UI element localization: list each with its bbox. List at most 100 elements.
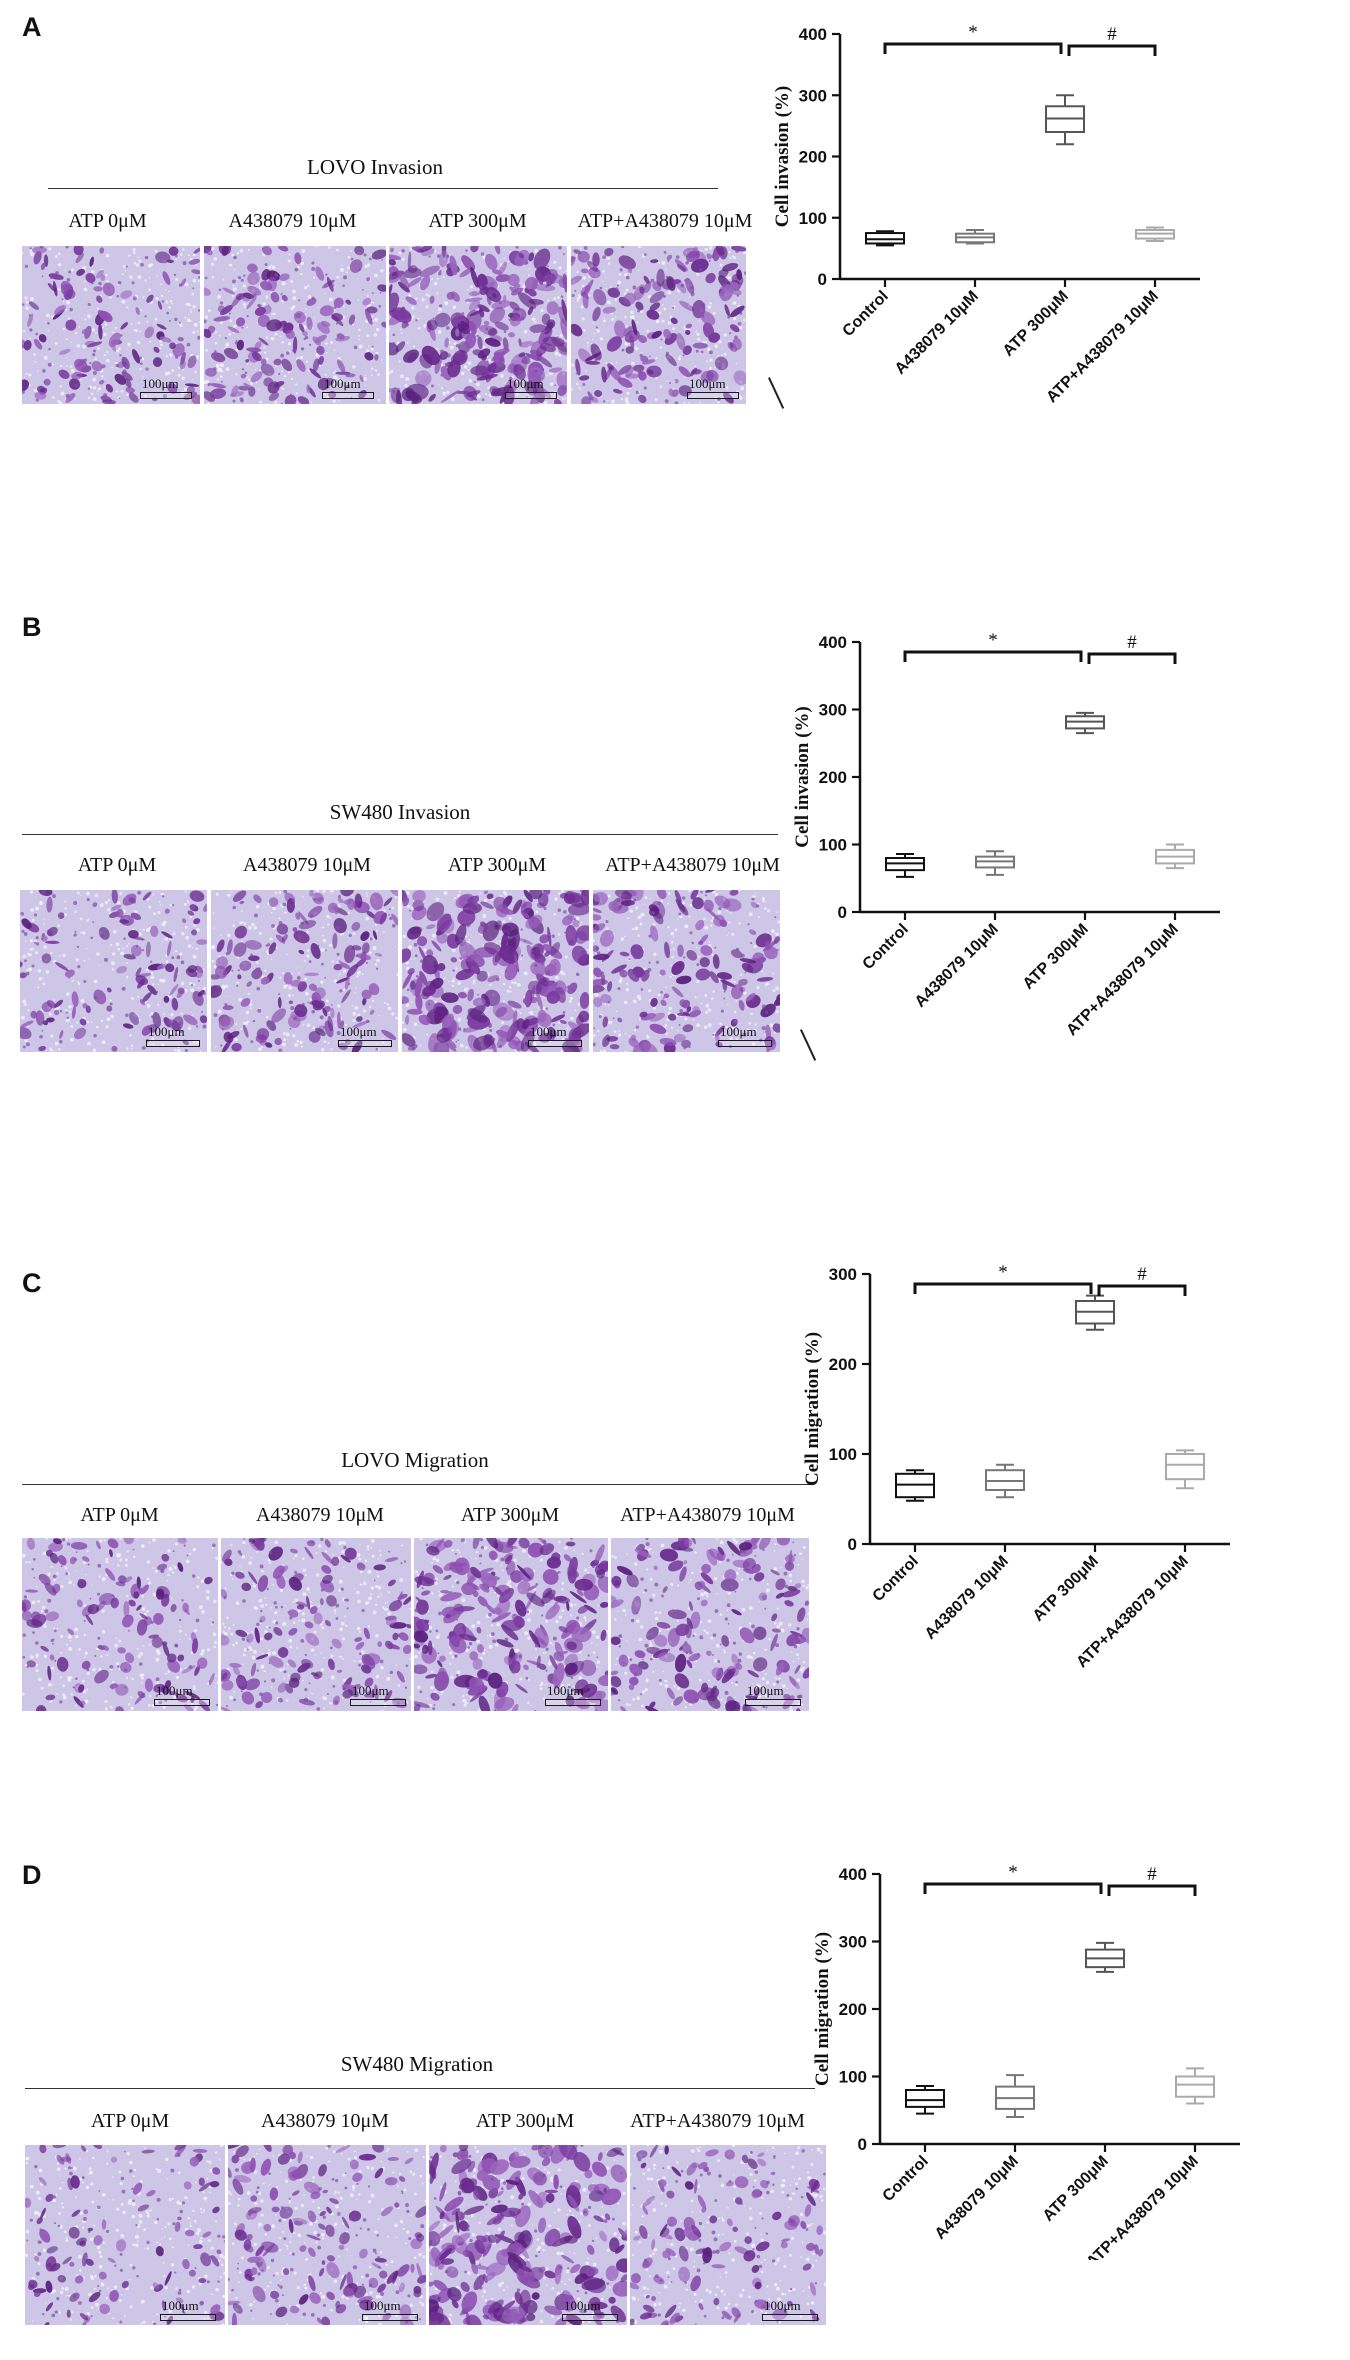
y-tick-label: 200 — [799, 148, 827, 167]
x-tick-label: ATP 300μM — [1000, 288, 1072, 360]
condition-label-1: ATP 0μM — [90, 2110, 170, 2132]
condition-label-2: A438079 10μM — [243, 854, 371, 876]
box-iqr — [905, 2089, 945, 2108]
micrograph-texture — [593, 890, 780, 1052]
box-2 — [995, 2074, 1035, 2118]
condition-label-1: ATP 0μM — [80, 1504, 159, 1526]
y-tick-label: 300 — [819, 701, 847, 720]
significance-label: # — [1147, 1864, 1157, 1885]
scale-bar — [154, 1699, 210, 1706]
significance-bracket: * — [903, 630, 1083, 662]
panel-d: D SW480 Migration ATP 0μM A438079 10μM A… — [0, 1820, 1350, 2360]
box-iqr — [1165, 1453, 1205, 1481]
micrograph-1 — [22, 246, 200, 404]
box-iqr — [1175, 2075, 1215, 2098]
y-tick-label: 0 — [838, 903, 847, 922]
significance-bracket: # — [1107, 1864, 1197, 1896]
x-tick-label: Control — [840, 288, 892, 340]
y-tick-label: 0 — [858, 2135, 867, 2154]
scale-label: 100μm — [747, 1683, 784, 1698]
x-tick-label: A438079 10μM — [932, 2153, 1022, 2243]
panel-a: A LOVO Invasion ATP 0μM A438079 10μM ATP… — [0, 0, 1350, 560]
scale-label: 100μm — [564, 2298, 601, 2313]
micrograph-texture — [630, 2145, 826, 2325]
box-1 — [905, 2084, 945, 2115]
scale-label: 100μm — [547, 1683, 584, 1698]
scale-label: 100μm — [156, 1683, 193, 1698]
box-3 — [1085, 1941, 1125, 1973]
box-4 — [1135, 226, 1175, 243]
scale-label: 100μm — [148, 1024, 185, 1039]
box-1 — [885, 852, 925, 878]
scale-bar — [350, 1699, 406, 1706]
panel-b: B SW480 Invasion ATP 0μM A438079 10μM AT… — [0, 600, 1350, 1160]
box-1 — [865, 230, 905, 247]
significance-label: * — [1008, 1862, 1018, 1883]
x-tick-label: Control — [870, 1553, 922, 1605]
scale-bar — [140, 392, 192, 399]
scale-label: 100μm — [162, 2298, 199, 2313]
y-tick-label: 200 — [829, 1355, 857, 1374]
box-plot-b: 0 100 200 300 400 Cell invasion (%) Control A43… — [792, 630, 1220, 1039]
significance-bracket: * — [923, 1862, 1103, 1894]
micrograph-2 — [204, 246, 386, 404]
panel-letter: D — [22, 1860, 42, 1890]
significance-label: * — [998, 1262, 1008, 1283]
scale-bar — [687, 392, 739, 399]
condition-label-3: ATP 300μM — [475, 2110, 575, 2132]
y-axis-label: Cell migration (%) — [812, 1932, 833, 2086]
x-tick-label: A438079 10μM — [922, 1553, 1012, 1643]
scale-label: 100μm — [530, 1024, 567, 1039]
micrograph-4 — [571, 246, 746, 404]
micrograph-3 — [389, 246, 567, 404]
condition-label-4: ATP+A438079 10μM — [605, 854, 780, 876]
box-2 — [955, 229, 995, 245]
scale-bar — [562, 2314, 618, 2321]
box-3 — [1075, 1294, 1115, 1331]
y-tick-label: 300 — [839, 1933, 867, 1952]
micrograph-texture — [402, 890, 589, 1052]
image-panel-title: SW480 Migration — [340, 2052, 494, 2076]
box-1 — [895, 1469, 935, 1502]
y-tick-label: 400 — [819, 633, 847, 652]
condition-label-2: A438079 10μM — [261, 2110, 389, 2132]
significance-label: * — [968, 22, 978, 43]
micrograph-texture — [429, 2145, 627, 2325]
micrograph-texture — [389, 246, 567, 404]
scale-label: 100μm — [720, 1024, 757, 1039]
y-tick-label: 200 — [839, 2000, 867, 2019]
box-4 — [1165, 1449, 1205, 1490]
box-4 — [1175, 2067, 1215, 2105]
scale-label: 100μm — [352, 1683, 389, 1698]
y-tick-label: 400 — [839, 1865, 867, 1884]
scale-label: 100μm — [764, 2298, 801, 2313]
y-tick-label: 200 — [819, 768, 847, 787]
micrograph-2 — [221, 1538, 411, 1711]
micrograph-texture — [25, 2145, 225, 2325]
scale-bar — [762, 2314, 818, 2321]
y-tick-label: 400 — [799, 25, 827, 44]
significance-label: # — [1137, 1264, 1147, 1285]
box-3 — [1065, 711, 1105, 735]
micrograph-texture — [221, 1538, 411, 1711]
title-rule — [48, 188, 718, 189]
box-plot-a: 0 100 200 300 400 Cell invasion (%) Control A43… — [772, 22, 1200, 406]
scale-bar — [146, 1040, 200, 1047]
micrograph-texture — [22, 246, 200, 404]
significance-label: # — [1107, 24, 1117, 45]
y-tick-label: 100 — [819, 836, 847, 855]
scale-bar — [505, 392, 557, 399]
box-4 — [1155, 843, 1195, 870]
micrograph-texture — [571, 246, 746, 404]
scale-label: 100μm — [507, 376, 544, 391]
y-tick-label: 300 — [799, 86, 827, 105]
micrograph-1 — [25, 2145, 225, 2325]
y-tick-label: 300 — [829, 1265, 857, 1284]
condition-label-4: ATP+A438079 10μM — [577, 210, 753, 232]
image-panel-title: LOVO Invasion — [307, 155, 443, 179]
scale-label: 100μm — [142, 376, 179, 391]
scale-label: 100μm — [324, 376, 361, 391]
scale-bar — [528, 1040, 582, 1047]
y-tick-label: 100 — [799, 209, 827, 228]
box-plot-c: 0 100 200 300 Cell migration (%) Control A4380… — [802, 1262, 1230, 1671]
